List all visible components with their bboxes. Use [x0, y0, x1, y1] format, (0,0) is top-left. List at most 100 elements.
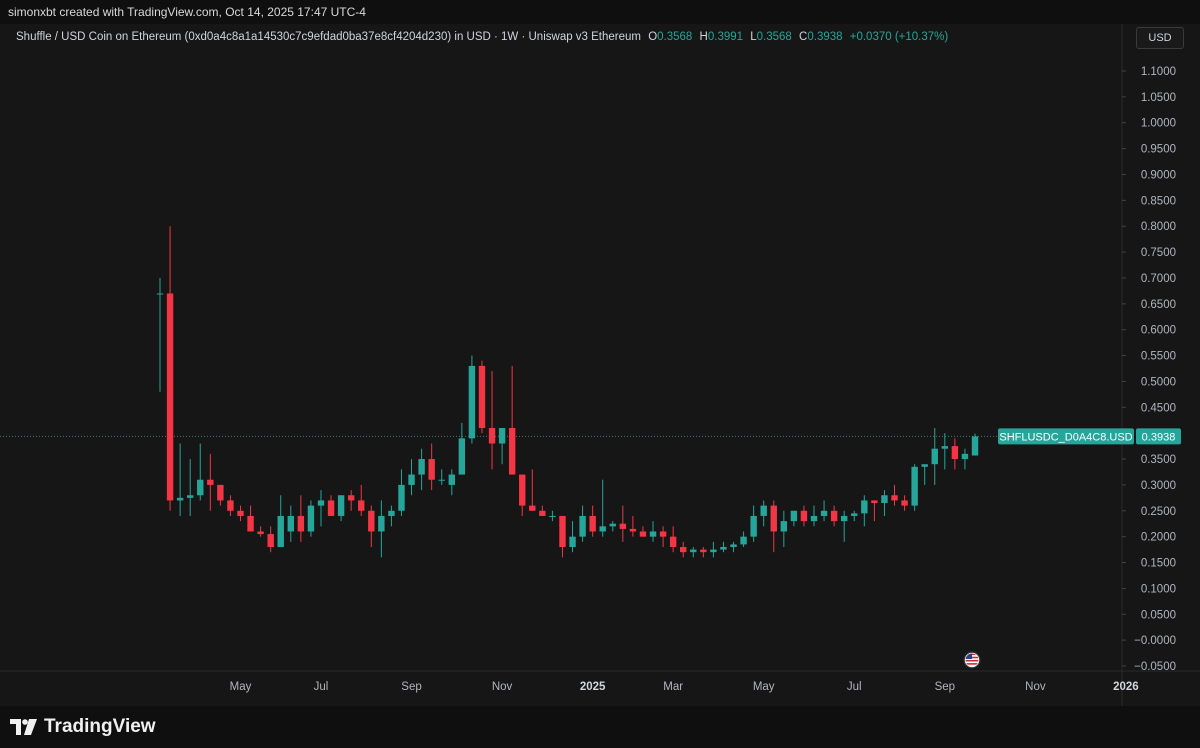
candle-body	[498, 428, 506, 444]
open-label: O	[648, 31, 658, 43]
y-tick-label: 0.2500	[1141, 506, 1176, 518]
candle-body	[851, 513, 858, 516]
candle-body	[488, 428, 496, 444]
candle-body	[378, 515, 385, 532]
y-tick-label: 0.2000	[1141, 532, 1176, 544]
y-tick-label: 0.7500	[1141, 247, 1176, 259]
us-flag-icon[interactable]	[963, 651, 981, 669]
candle-body	[156, 293, 164, 295]
candle-body	[529, 505, 536, 511]
x-tick-label: Mar	[663, 681, 683, 693]
candle-body	[780, 521, 788, 532]
candle-body	[861, 500, 868, 514]
candle-body	[649, 531, 657, 537]
x-tick-label: Jul	[314, 681, 329, 693]
close-label: C	[799, 31, 808, 43]
candle-body	[609, 523, 616, 527]
candle-body	[478, 365, 486, 428]
candle-body	[186, 495, 194, 498]
candle-body	[639, 531, 647, 537]
candle-body	[176, 497, 184, 501]
caption-bar: simonxbt created with TradingView.com, O…	[0, 0, 1200, 24]
candle-body	[750, 515, 757, 537]
y-tick-label: 0.8500	[1141, 195, 1176, 207]
candle-body	[941, 446, 949, 449]
price-tag-symbol: SHFLUSDC_D0A4C8.USD	[999, 431, 1132, 443]
y-tick-label: 1.0000	[1141, 118, 1176, 130]
price-tag-symbol-box	[998, 428, 1134, 445]
candle-body	[549, 515, 556, 517]
candle-body	[961, 453, 969, 460]
candle-body	[569, 536, 576, 547]
candle-body	[891, 495, 898, 501]
candle-body	[217, 484, 224, 501]
high-value: 0.3991	[707, 31, 744, 43]
candle-body	[921, 464, 928, 467]
candle-body	[388, 510, 395, 516]
y-tick-label: 0.1000	[1141, 583, 1176, 595]
candle-body	[700, 549, 707, 553]
candle-body	[398, 484, 405, 511]
candle-body	[297, 515, 305, 532]
candle-body	[448, 474, 455, 485]
candle-body	[317, 500, 325, 506]
high-label: H	[699, 31, 708, 43]
candle-body	[599, 526, 606, 532]
candle-body	[951, 446, 959, 460]
y-tick-label: 0.8000	[1141, 221, 1176, 233]
candle-body	[247, 515, 254, 532]
candle-body	[579, 515, 586, 537]
x-tick-label: Nov	[492, 681, 513, 693]
brand-name: TradingView	[44, 716, 156, 737]
tradingview-logo-icon	[10, 719, 37, 735]
candle-body	[800, 510, 808, 522]
last-price-tag[interactable]: SHFLUSDC_D0A4C8.USD 0.3938	[998, 428, 1181, 445]
y-tick-label: 0.3500	[1141, 454, 1176, 466]
y-tick-label: 0.3000	[1141, 480, 1176, 492]
x-tick-label: May	[753, 681, 775, 693]
x-tick-label: Jul	[847, 681, 862, 693]
candle-body	[267, 534, 274, 547]
candle-body	[770, 505, 777, 532]
candle-body	[287, 515, 295, 532]
candle-body	[166, 293, 174, 501]
candle-body	[659, 531, 667, 537]
candle-body	[740, 536, 747, 545]
candle-body	[428, 459, 435, 480]
footer-bar: TradingView	[0, 706, 1200, 748]
candle-body	[710, 549, 717, 553]
candle-body	[871, 500, 878, 504]
candle-body	[408, 474, 415, 485]
candle-body	[760, 505, 767, 516]
candle-body	[830, 510, 838, 522]
brand[interactable]: TradingView	[10, 716, 156, 738]
candle-body	[629, 528, 637, 532]
candle-body	[790, 510, 798, 522]
chart-panel[interactable]	[0, 24, 1200, 706]
candle-body	[327, 500, 335, 516]
candle-body	[519, 474, 526, 506]
candle-body	[358, 500, 365, 511]
symbol-name[interactable]: Shuffle / USD Coin on Ethereum (0xd0a4c8…	[16, 31, 641, 43]
candle-body	[820, 510, 828, 516]
currency-button[interactable]: USD	[1136, 27, 1184, 49]
candle-body	[669, 536, 677, 547]
open-value: 0.3568	[657, 31, 693, 43]
candle-body	[307, 505, 315, 532]
candle-body	[227, 500, 234, 511]
candle-body	[720, 547, 727, 550]
x-axis-labels[interactable]: May Jul Sep Nov 2025 Mar May Jul Sep Nov 2026	[230, 681, 1139, 693]
candle-body	[881, 495, 888, 504]
y-tick-label: 0.5500	[1141, 351, 1176, 363]
candlestick-chart[interactable]: 1.1000 1.0500 1.0000 0.9500 0.9000 0.8500 0.80…	[0, 24, 1200, 706]
x-tick-label: May	[230, 681, 252, 693]
x-tick-label: Sep	[401, 681, 421, 693]
candle-body	[730, 544, 737, 547]
candle-body	[901, 500, 908, 506]
y-tick-label: 1.1000	[1141, 66, 1176, 78]
candle-body	[468, 365, 476, 439]
candle-body	[911, 466, 918, 506]
candle-body	[237, 510, 244, 516]
y-tick-label: −0.0500	[1134, 661, 1176, 673]
x-tick-label: Nov	[1025, 681, 1046, 693]
